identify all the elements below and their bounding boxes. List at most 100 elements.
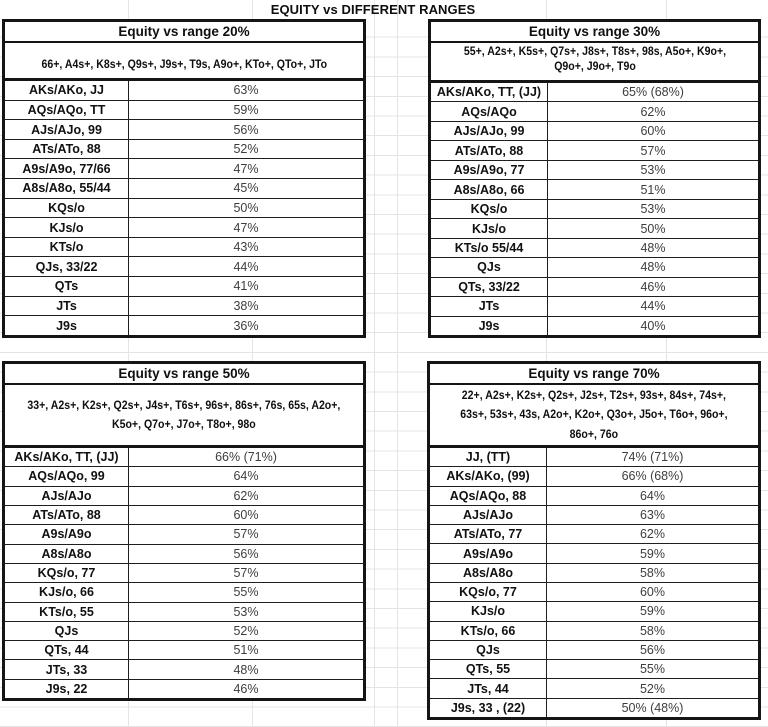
equity-cell: 41% xyxy=(233,279,259,294)
range-text: 66+, A4s+, K8s+, Q9s+, J9s+, T9s, A9o+, … xyxy=(41,57,327,72)
table-row: JTs, 44 52% xyxy=(430,679,758,699)
hand-cell: JTs xyxy=(431,297,548,316)
equity-cell: 59% xyxy=(639,546,666,561)
table-rows: AKs/AKo, TT, (JJ) 66% (71%) AQs/AQo, 99 64%… xyxy=(5,448,363,699)
table-row: A8s/A8o 58% xyxy=(430,563,758,583)
hand-cell: AKs/AKo, TT, (JJ) xyxy=(431,83,548,102)
hand-cell: A9s/A9o, 77 xyxy=(431,160,548,180)
range-description-range70: 22+, A2s+, K2s+, Q2s+, J2s+, T2s+, 93s+,… xyxy=(430,385,758,448)
hand-cell: A9s/A9o, 77/66 xyxy=(5,159,129,179)
range-text: 22+, A2s+, K2s+, Q2s+, J2s+, T2s+, 93s+,… xyxy=(460,387,728,441)
range-text: 33+, A2s+, K2s+, Q2s+, J4s+, T6s+, 96s+,… xyxy=(27,397,341,431)
hand-cell: QTs, 44 xyxy=(5,641,129,660)
table-row: ATs/ATo, 88 60% xyxy=(5,505,363,526)
equity-cell: 66% (71%) xyxy=(215,450,277,465)
range-description-range50: 33+, A2s+, K2s+, Q2s+, J4s+, T6s+, 96s+,… xyxy=(5,385,363,448)
equity-cell: 50% xyxy=(233,200,259,215)
equity-cell: 45% xyxy=(233,181,259,196)
equity-cell: 57% xyxy=(640,143,666,158)
equity-cell: 59% xyxy=(639,604,666,619)
table-row: ATs/ATo, 88 52% xyxy=(5,139,363,160)
table-row: AJs/AJo, 99 56% xyxy=(5,120,363,140)
equity-cell: 74% (71%) xyxy=(621,450,684,465)
equity-cell: 46% xyxy=(640,279,666,294)
table-row: JJ, (TT) 74% (71%) xyxy=(430,448,758,468)
table-row: J9s, 33 , (22) 50% (48%) xyxy=(430,698,758,717)
table-row: J9s 40% xyxy=(431,316,758,336)
equity-cell: 53% xyxy=(640,163,666,178)
table-row: J9s 36% xyxy=(5,316,363,335)
equity-cell: 53% xyxy=(640,202,666,217)
equity-cell: 63% xyxy=(639,507,666,522)
hand-cell: ATs/ATo, 77 xyxy=(430,525,547,544)
table-row: KQs/o, 77 57% xyxy=(5,563,363,584)
table-row: QJs, 33/22 44% xyxy=(5,257,363,278)
hand-cell: ATs/ATo, 88 xyxy=(5,505,129,525)
table-row: KTs/o, 66 58% xyxy=(430,621,758,641)
table-row: JTs 44% xyxy=(431,297,758,317)
hand-cell: J9s xyxy=(431,316,548,336)
equity-cell: 57% xyxy=(233,527,259,542)
equity-cell: 64% xyxy=(639,488,666,503)
equity-cell: 43% xyxy=(233,240,259,255)
equity-cell: 55% xyxy=(639,662,666,677)
hand-cell: KQs/o, 77 xyxy=(5,563,129,583)
equity-table-range30: Equity vs range 30% 55+, A2s+, K5s+, Q7s… xyxy=(428,19,761,338)
table-row: KJs/o 50% xyxy=(431,219,758,239)
table-row: QTs, 55 55% xyxy=(430,660,758,680)
hand-cell: JTs, 44 xyxy=(430,679,547,698)
hand-cell: KTs/o xyxy=(5,237,129,257)
range-description-range20: 66+, A4s+, K8s+, Q9s+, J9s+, T9s, A9o+, … xyxy=(5,43,363,81)
equity-cell: 36% xyxy=(233,318,259,333)
table-row: QJs 48% xyxy=(431,258,758,278)
table-row: QJs 56% xyxy=(430,640,758,661)
hand-cell: AKs/AKo, JJ xyxy=(5,81,129,100)
table-header-range50: Equity vs range 50% xyxy=(5,364,363,385)
hand-cell: J9s, 22 xyxy=(5,679,129,699)
hand-cell: KTs/o, 66 xyxy=(430,621,547,640)
hand-cell: KQs/o xyxy=(431,199,548,219)
table-row: ATs/ATo, 77 62% xyxy=(430,525,758,545)
hand-cell: A8s/A8o xyxy=(5,544,129,563)
hand-cell: A8s/A8o xyxy=(430,563,547,582)
hand-cell: JTs xyxy=(5,296,129,316)
table-row: AJs/AJo, 99 60% xyxy=(431,121,758,142)
table-row: JTs 38% xyxy=(5,296,363,317)
hand-cell: A9s/A9o xyxy=(430,544,547,563)
table-row: QTs, 44 51% xyxy=(5,641,363,661)
table-header-range20: Equity vs range 20% xyxy=(5,22,363,43)
page-title: EQUITY vs DIFFERENT RANGES xyxy=(270,2,476,17)
hand-cell: AQs/AQo, 99 xyxy=(5,467,129,486)
table-rows: AKs/AKo, JJ 63% AQs/AQo, TT 59% AJs/AJo, 99 5… xyxy=(5,81,363,335)
hand-cell: AKs/AKo, TT, (JJ) xyxy=(5,448,129,467)
hand-cell: AJs/AJo xyxy=(5,486,129,505)
hand-cell: QTs xyxy=(5,277,129,296)
equity-cell: 52% xyxy=(233,623,259,638)
equity-cell: 56% xyxy=(233,546,259,561)
range-text: 55+, A2s+, K5s+, Q7s+, J8s+, T8s+, 98s, … xyxy=(463,43,726,74)
equity-cell: 48% xyxy=(640,260,666,275)
hand-cell: KTs/o 55/44 xyxy=(431,238,548,258)
table-row: KQs/o, 77 60% xyxy=(430,582,758,603)
table-row: KTs/o 43% xyxy=(5,237,363,258)
equity-cell: 47% xyxy=(233,161,259,176)
hand-cell: KTs/o, 55 xyxy=(5,602,129,621)
equity-cell: 38% xyxy=(233,299,259,313)
hand-cell: AQs/AQo, TT xyxy=(5,100,129,120)
table-row: KTs/o 55/44 48% xyxy=(431,238,758,259)
table-row: QTs, 33/22 46% xyxy=(431,277,758,298)
equity-table-range50: Equity vs range 50% 33+, A2s+, K2s+, Q2s… xyxy=(2,361,366,701)
hand-cell: AJs/AJo, 99 xyxy=(5,120,129,139)
hand-cell: QJs, 33/22 xyxy=(5,257,129,277)
hand-cell: JTs, 33 xyxy=(5,660,129,679)
equity-cell: 44% xyxy=(233,259,259,274)
table-row: QJs 52% xyxy=(5,621,363,642)
equity-table-range70: Equity vs range 70% 22+, A2s+, K2s+, Q2s… xyxy=(427,361,761,720)
equity-cell: 48% xyxy=(233,662,259,677)
hand-cell: AJs/AJo, 99 xyxy=(431,121,548,141)
table-row: KQs/o 50% xyxy=(5,198,363,219)
table-row: AKs/AKo, JJ 63% xyxy=(5,81,363,101)
hand-cell: A8s/A8o, 66 xyxy=(431,180,548,199)
equity-cell: 40% xyxy=(640,318,666,333)
table-row: AQs/AQo, 88 64% xyxy=(430,486,758,506)
